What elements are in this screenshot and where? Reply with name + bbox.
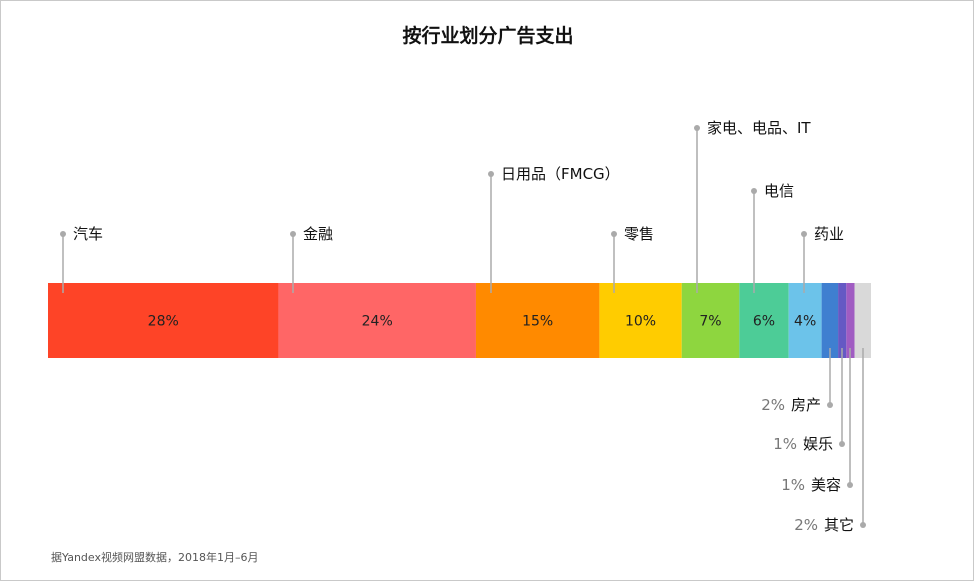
callout-dot-11 [860,522,866,528]
callout-dot-3 [488,171,494,177]
value-label-8: 2% [761,396,785,414]
bar-value-label-3: 15% [522,314,553,330]
category-label-2: 金融 [303,225,333,243]
bar-segment-8 [821,283,839,358]
callout-dot-2 [290,231,296,237]
category-label-5: 家电、电品、IT [707,119,811,137]
bar-value-label-6: 6% [753,314,775,330]
bar-segment-4 [599,283,682,358]
category-label-1: 汽车 [73,225,103,243]
bar-segment-2 [278,283,476,358]
callout-dot-4 [611,231,617,237]
bar-value-label-5: 7% [699,314,721,330]
bar-segment-1 [48,283,279,358]
category-label-8: 房产 [791,396,821,414]
category-label-9: 娱乐 [803,435,833,453]
value-label-9: 1% [773,435,797,453]
chart-title: 按行业划分广告支出 [402,25,574,47]
bar-segment-3 [475,283,600,358]
bar-segment-7 [788,283,822,358]
value-label-10: 1% [781,476,805,494]
callout-dot-5 [694,125,700,131]
category-label-11: 其它 [824,516,854,534]
bar-segment-6 [739,283,789,358]
bar-value-label-1: 28% [148,314,179,330]
callout-dot-7 [801,231,807,237]
value-label-11: 2% [794,516,818,534]
source-note: 据Yandex视频网盟数据，2018年1月–6月 [51,551,259,564]
bar-value-label-2: 24% [362,314,393,330]
bar-value-label-4: 10% [625,314,656,330]
callout-dot-6 [751,188,757,194]
callout-dot-9 [839,441,845,447]
bar-value-label-7: 4% [794,314,816,330]
bar-segment-9 [838,283,847,358]
category-label-7: 药业 [814,225,844,243]
category-label-4: 零售 [624,225,654,243]
callout-dot-1 [60,231,66,237]
category-label-6: 电信 [764,182,794,200]
bar-segment-10 [846,283,855,358]
bar-segment-11 [854,283,871,358]
callout-dot-10 [847,482,853,488]
bar-segment-5 [681,283,740,358]
callout-dot-8 [827,402,833,408]
category-label-3: 日用品（FMCG） [501,165,620,183]
category-label-10: 美容 [811,476,841,494]
